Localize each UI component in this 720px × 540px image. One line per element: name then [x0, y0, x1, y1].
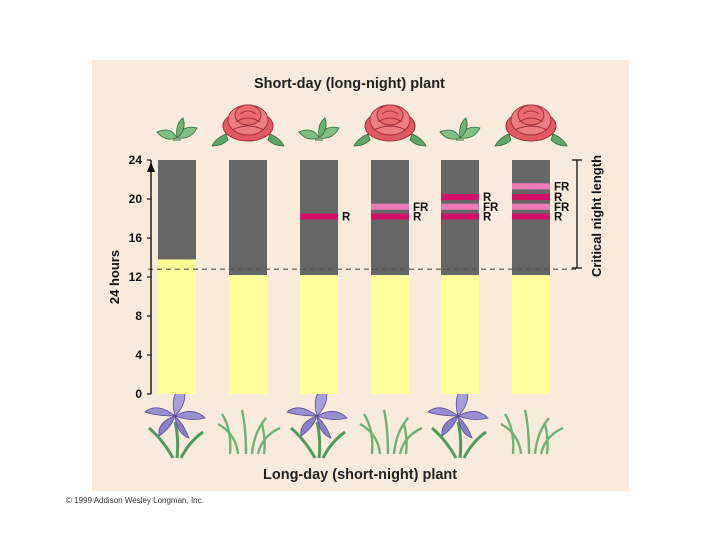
- iris-flower-icon: [285, 384, 349, 460]
- critical-night-bracket: Critical night length: [572, 155, 604, 277]
- copyright-notice: © 1999 Addison Wesley Longman, Inc.: [66, 496, 204, 505]
- flash-label: R: [483, 212, 492, 224]
- grass-leaves-icon: [499, 408, 565, 456]
- day-segment: [371, 275, 409, 394]
- y-tick-label: 20: [129, 192, 143, 206]
- day-segment: [158, 259, 196, 394]
- y-tick-label: 0: [135, 387, 142, 401]
- y-axis-title: 24 hours: [107, 250, 122, 304]
- short-day-plants: [156, 104, 568, 147]
- y-tick-label: 8: [135, 309, 142, 323]
- red-flash-band: [512, 194, 550, 201]
- flash-label: R: [554, 212, 563, 224]
- red-flash-band: [371, 213, 409, 220]
- far-red-flash-band: [512, 203, 550, 210]
- day-segment: [300, 275, 338, 394]
- day-segment: [229, 275, 267, 394]
- flash-label: FR: [554, 181, 570, 193]
- far-red-flash-band: [441, 203, 479, 210]
- leaves-icon: [298, 117, 340, 141]
- photoperiod-bar: [229, 160, 267, 394]
- red-flash-band: [441, 213, 479, 220]
- iris-flower-icon: [143, 384, 207, 460]
- far-red-flash-band: [512, 183, 550, 190]
- critical-night-length-label: Critical night length: [589, 155, 604, 277]
- day-segment: [441, 275, 479, 394]
- flash-label: FR: [554, 202, 570, 214]
- rose-flower-icon: [494, 104, 568, 147]
- y-tick-label: 12: [129, 270, 143, 284]
- far-red-flash-band: [371, 203, 409, 210]
- y-axis: 0 4 8 12 16 20 24 24 hours: [107, 153, 155, 401]
- red-flash-band: [441, 194, 479, 201]
- short-day-plant-title: Short-day (long-night) plant: [254, 76, 445, 92]
- red-flash-band: [512, 213, 550, 220]
- photoperiod-bar: R: [300, 160, 351, 394]
- day-segment: [512, 275, 550, 394]
- rose-flower-icon: [353, 104, 427, 147]
- y-tick-label: 16: [129, 231, 143, 245]
- flash-label: R: [413, 212, 422, 224]
- iris-flower-icon: [426, 384, 490, 460]
- leaves-icon: [156, 117, 198, 141]
- photoperiod-bar: RFR: [371, 160, 429, 394]
- flash-label: FR: [413, 202, 429, 214]
- axis-arrow-icon: [147, 162, 155, 172]
- y-tick-label: 24: [129, 153, 143, 167]
- flash-label: FR: [483, 202, 499, 214]
- grass-leaves-icon: [358, 408, 424, 456]
- leaves-icon: [439, 117, 481, 141]
- grass-leaves-icon: [216, 408, 282, 456]
- photoperiod-bar: [158, 160, 196, 394]
- y-tick-label: 4: [135, 348, 142, 362]
- long-day-plant-title: Long-day (short-night) plant: [263, 467, 458, 483]
- flash-label: R: [483, 192, 492, 204]
- red-flash-band: [300, 213, 338, 220]
- long-day-plants: [143, 384, 565, 460]
- rose-flower-icon: [211, 104, 285, 147]
- flash-label: R: [342, 212, 351, 224]
- flash-label: R: [554, 192, 563, 204]
